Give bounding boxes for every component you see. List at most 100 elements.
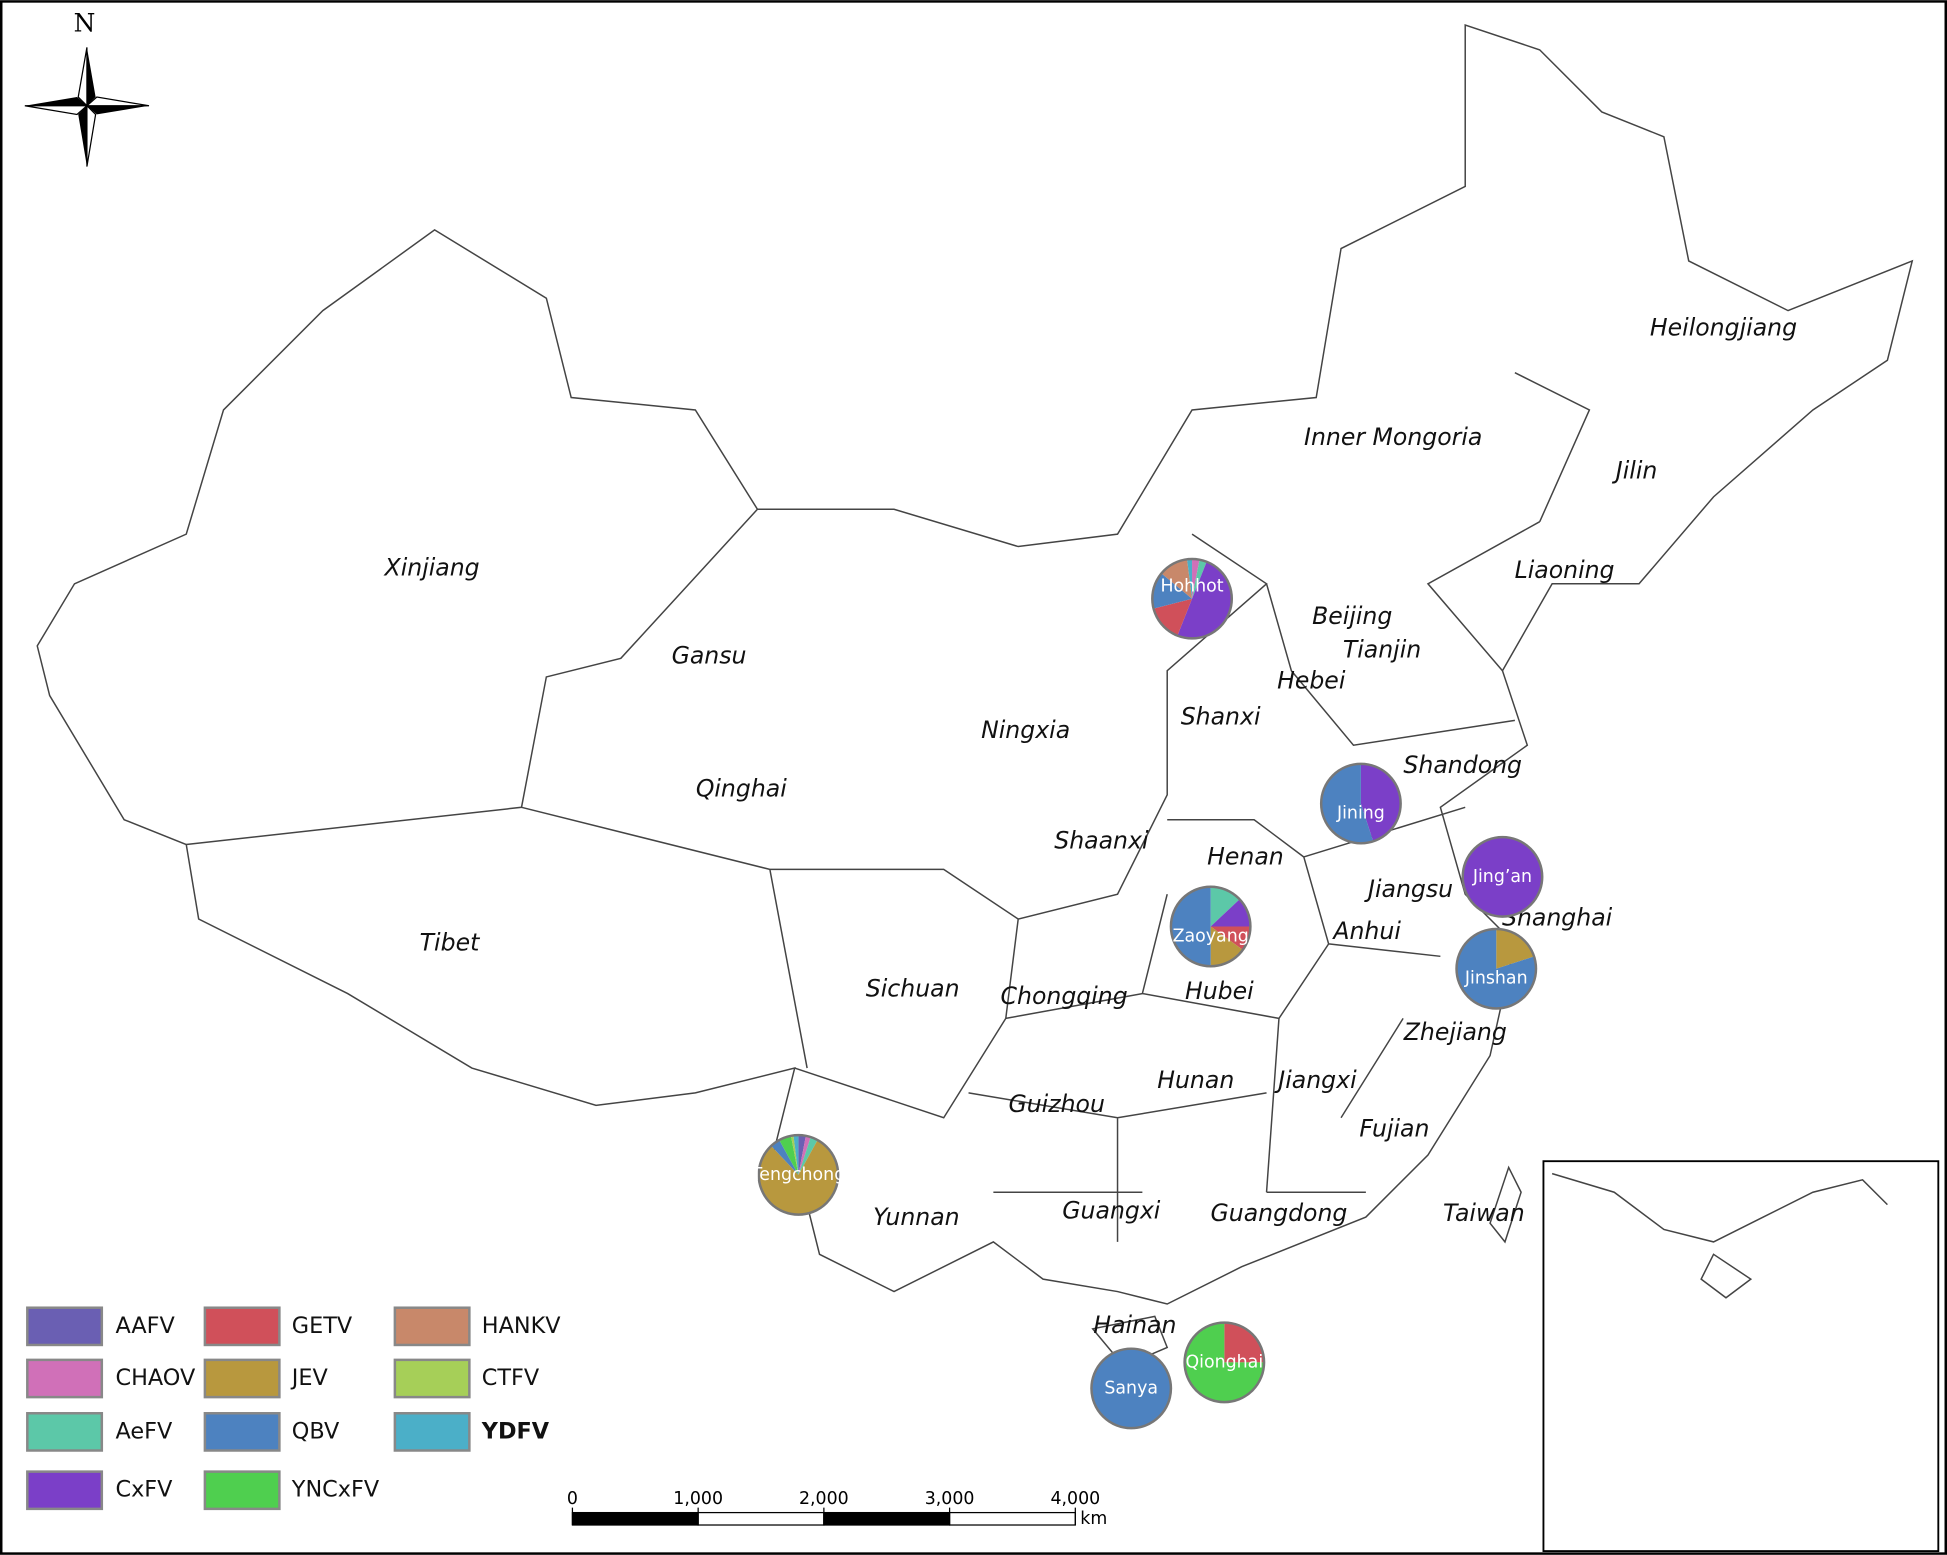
region-label: Heilongjiang bbox=[1650, 314, 1797, 342]
legend-swatch bbox=[393, 1306, 471, 1347]
pie-slice bbox=[793, 1135, 799, 1175]
legend-label: HANKV bbox=[482, 1313, 561, 1339]
legend-swatch bbox=[203, 1412, 281, 1452]
scale-segment bbox=[823, 1511, 951, 1526]
site-label: Sanya bbox=[1104, 1378, 1158, 1398]
site-label: Qionghai bbox=[1185, 1352, 1263, 1372]
pie-slice bbox=[798, 1135, 811, 1175]
pie-slice bbox=[790, 1135, 799, 1175]
pie-slice bbox=[1210, 926, 1243, 967]
pie-slice bbox=[1192, 558, 1200, 599]
region-label: Shaanxi bbox=[1054, 827, 1149, 855]
region-label: Guizhou bbox=[1008, 1090, 1104, 1118]
pie-border bbox=[1151, 557, 1234, 640]
region-label: Guangdong bbox=[1211, 1199, 1348, 1227]
region-label: Tibet bbox=[420, 928, 480, 956]
site-label: Hohhot bbox=[1160, 576, 1223, 596]
region-label: Shandong bbox=[1403, 751, 1522, 779]
pie-border bbox=[1169, 885, 1252, 968]
region-label: Taiwan bbox=[1443, 1199, 1525, 1227]
inset-coastline bbox=[1551, 1172, 1888, 1299]
region-label: Shanxi bbox=[1181, 702, 1261, 730]
legend-label: AAFV bbox=[115, 1313, 175, 1339]
region-label: Ningxia bbox=[981, 716, 1070, 744]
legend-swatch bbox=[26, 1306, 104, 1347]
site-label: Jining bbox=[1336, 804, 1385, 824]
legend-label: CTFV bbox=[482, 1365, 540, 1391]
region-label: Xinjiang bbox=[383, 553, 480, 581]
pie-border bbox=[1319, 762, 1402, 845]
pie-slice bbox=[1187, 558, 1193, 599]
pie-border bbox=[1090, 1347, 1173, 1430]
region-label: Hainan bbox=[1093, 1311, 1176, 1339]
compass-label: N bbox=[74, 9, 96, 38]
pie-slice bbox=[1210, 886, 1240, 927]
region-label: Hebei bbox=[1277, 666, 1346, 694]
pie-slice bbox=[1210, 899, 1251, 927]
scale-label: 4,000 bbox=[1050, 1489, 1100, 1509]
pie-slice bbox=[1210, 926, 1251, 950]
pie-slice bbox=[1360, 763, 1401, 842]
legend-swatch bbox=[26, 1358, 104, 1399]
pie-slice bbox=[798, 1135, 806, 1175]
pie-slice bbox=[1152, 573, 1193, 609]
legend-label: GETV bbox=[292, 1313, 353, 1339]
legend-swatch bbox=[26, 1412, 104, 1452]
pie-slice bbox=[1321, 763, 1374, 844]
region-label: Tianjin bbox=[1343, 635, 1421, 663]
region-label: Liaoning bbox=[1515, 556, 1615, 584]
pie-slice bbox=[1184, 1322, 1265, 1403]
pie-slice bbox=[1177, 561, 1232, 639]
site-label: Jing’an bbox=[1472, 867, 1532, 887]
legend-swatch bbox=[203, 1470, 281, 1511]
pie-slice bbox=[1192, 559, 1207, 599]
site-label: Jinshan bbox=[1464, 969, 1528, 989]
region-label: Jiangxi bbox=[1274, 1066, 1357, 1094]
region-label: Sichuan bbox=[866, 974, 960, 1002]
region-label: Yunnan bbox=[873, 1203, 959, 1231]
overlay: Heilongjiang Inner Mongoria Jilin Xinjiang L… bbox=[26, 314, 1797, 1529]
pie-slice bbox=[1462, 837, 1543, 917]
pie-slice bbox=[771, 1140, 799, 1175]
legend-label: AeFV bbox=[115, 1418, 172, 1444]
taiwan-island bbox=[1489, 1165, 1522, 1244]
region-label: Fujian bbox=[1359, 1115, 1429, 1143]
site-label: Zaoyang bbox=[1173, 926, 1249, 946]
pie-slice bbox=[798, 1137, 818, 1175]
legend-swatch bbox=[393, 1412, 471, 1452]
pie-slice bbox=[779, 1135, 799, 1175]
country-outline bbox=[36, 23, 1914, 1305]
pie-border bbox=[1461, 835, 1544, 918]
province-borders bbox=[186, 372, 1591, 1242]
pie-slice bbox=[1153, 598, 1193, 636]
scale-label: 3,000 bbox=[925, 1489, 975, 1509]
region-label: Jiangsu bbox=[1364, 875, 1453, 903]
region-label: Anhui bbox=[1331, 917, 1401, 945]
scale-label: 0 bbox=[567, 1489, 578, 1509]
scale-unit: km bbox=[1080, 1509, 1107, 1529]
scale-label: 1,000 bbox=[673, 1489, 723, 1509]
pie-slice bbox=[1161, 559, 1193, 599]
scale-segment bbox=[948, 1511, 1076, 1526]
legend-swatch bbox=[203, 1358, 281, 1399]
legend-swatch bbox=[393, 1358, 471, 1399]
legend-label: YNCxFV bbox=[291, 1477, 380, 1503]
pie-slice bbox=[1224, 1322, 1265, 1363]
legend-label: CxFV bbox=[115, 1477, 173, 1503]
region-label: Henan bbox=[1207, 843, 1284, 871]
pie-slice bbox=[1091, 1348, 1171, 1429]
legend-label: CHAOV bbox=[115, 1365, 195, 1391]
region-label: Zhejiang bbox=[1403, 1018, 1507, 1046]
pie-slice bbox=[1496, 928, 1535, 969]
region-label: Guangxi bbox=[1062, 1197, 1161, 1225]
scale-label: 2,000 bbox=[799, 1489, 849, 1509]
legend-swatch bbox=[203, 1306, 281, 1347]
legend-label: JEV bbox=[290, 1365, 329, 1391]
site-label: Tengchong bbox=[751, 1165, 846, 1185]
region-label: Gansu bbox=[672, 642, 747, 670]
region-label: Chongqing bbox=[1001, 982, 1128, 1010]
pie-slice bbox=[1456, 928, 1536, 1009]
pie-border bbox=[1455, 927, 1538, 1010]
compass bbox=[24, 47, 150, 167]
